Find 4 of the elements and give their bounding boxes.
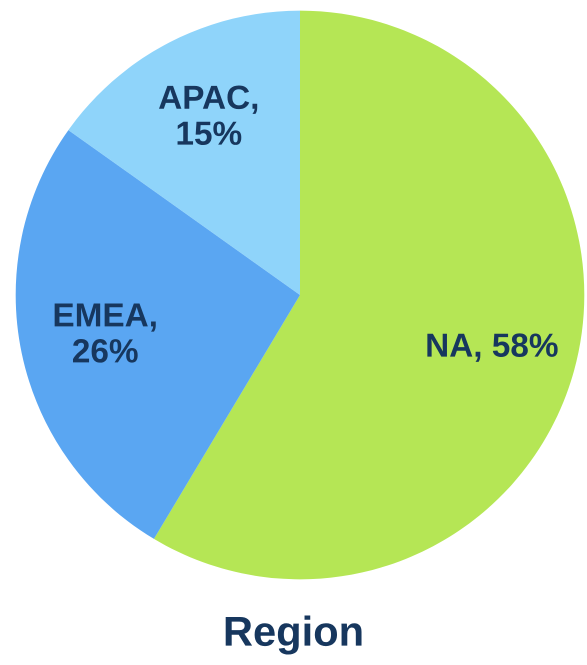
slice-label: APAC, 15% xyxy=(159,85,258,146)
text: Region xyxy=(226,615,362,655)
slice-label: EMEA, 26% xyxy=(54,303,156,363)
slice-label: NA, 58% xyxy=(427,333,558,362)
